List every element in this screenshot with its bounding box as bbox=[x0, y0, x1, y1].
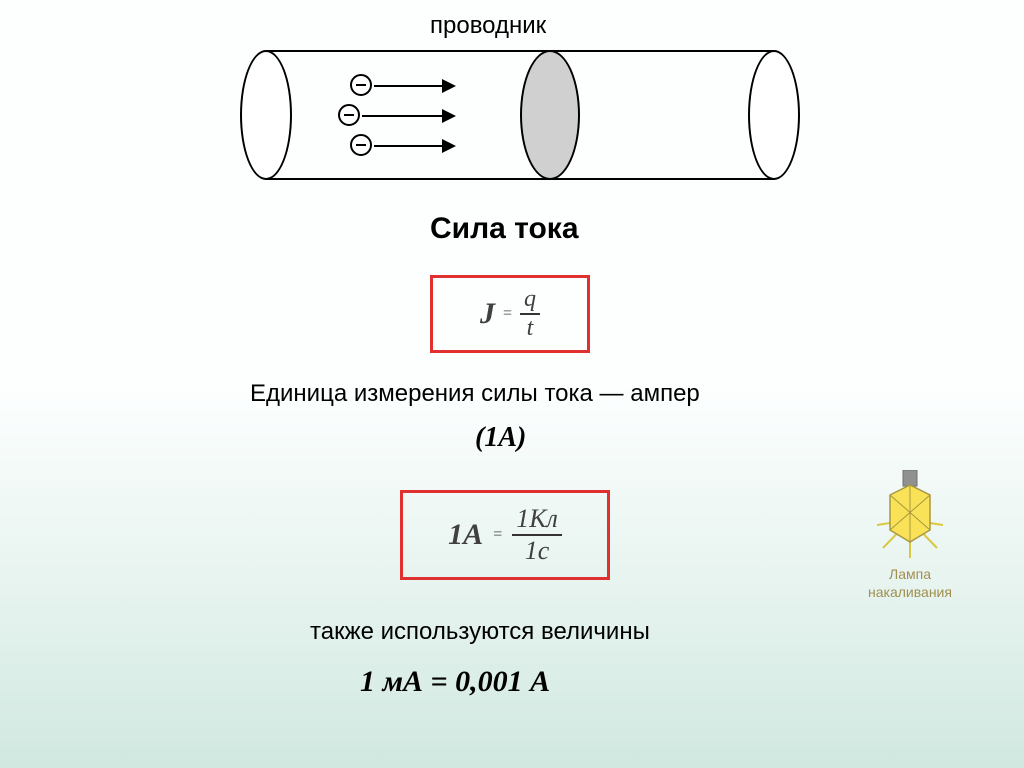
lamp-icon bbox=[875, 470, 945, 560]
ma-equation: 1 мА = 0,001 А bbox=[360, 665, 550, 699]
conductor-label: проводник bbox=[430, 12, 546, 40]
electron bbox=[350, 134, 372, 156]
electron bbox=[350, 74, 372, 96]
formula-current: J = q t bbox=[430, 275, 590, 353]
electron-arrow bbox=[362, 115, 454, 117]
cross-section bbox=[520, 50, 580, 180]
lamp-label: Лампанакаливания bbox=[855, 565, 965, 601]
electron-arrow bbox=[374, 145, 454, 147]
conductor-diagram bbox=[240, 50, 800, 180]
one-ampere: (1A) bbox=[475, 422, 526, 454]
unit-text: Единица измерения силы тока — ампер bbox=[250, 380, 700, 408]
formula-ampere: 1A = 1Кл 1с bbox=[400, 490, 610, 580]
electron-arrow bbox=[374, 85, 454, 87]
lamp-figure: Лампанакаливания bbox=[855, 470, 965, 601]
electron bbox=[338, 104, 360, 126]
cylinder-end-right bbox=[748, 50, 800, 180]
cylinder-end-left bbox=[240, 50, 292, 180]
also-used-text: также используются величины bbox=[310, 618, 650, 646]
main-title: Сила тока bbox=[430, 212, 579, 246]
